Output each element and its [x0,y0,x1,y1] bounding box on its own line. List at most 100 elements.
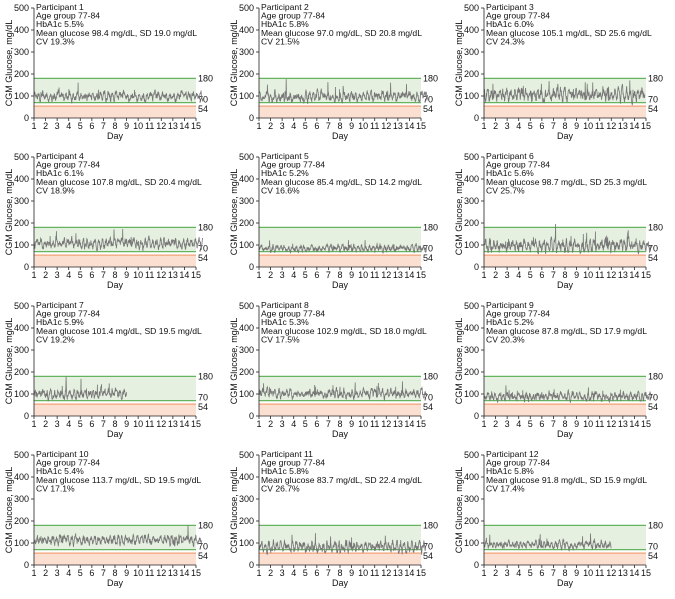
hypo-range-band [34,106,196,118]
ref-label-180: 180 [423,520,438,530]
y-tick-label: 100 [464,538,479,548]
x-tick-label: 6 [89,121,94,131]
mean-sd-label: Mean glucose 98.4 mg/dL, SD 19.0 mg/dL [36,28,197,38]
x-tick-label: 1 [481,121,486,131]
participant-label: Participant 6 [486,151,534,161]
y-tick-label: 200 [464,69,479,79]
participant-label: Participant 12 [486,449,539,459]
x-tick-label: 13 [393,121,403,131]
x-tick-label: 10 [583,568,593,578]
cv-label: CV 19.2% [36,334,75,344]
target-range-band [259,525,421,550]
participant-label: Participant 11 [261,449,313,459]
x-tick-label: 13 [168,121,178,131]
y-tick-label: 300 [239,345,254,355]
x-tick-label: 9 [349,270,354,280]
ref-label-70: 70 [648,542,658,552]
glucose-trace [258,240,428,254]
y-tick-label: 500 [239,3,254,13]
panel-participant-4: 180 70 54 0 100 200 300 400 500 1 2 3 4 5 6 7 8 9 10 11 12 13… [0,149,225,301]
x-tick-label: 7 [101,270,106,280]
x-tick-label: 1 [31,121,36,131]
x-tick-label: 3 [505,270,510,280]
mean-sd-label: Mean glucose 97.0 mg/dL, SD 20.8 mg/dL [261,28,422,38]
x-tick-label: 9 [349,121,354,131]
x-tick-label: 13 [618,270,628,280]
x-tick-label: 11 [595,121,604,131]
y-tick-label: 200 [14,218,29,228]
y-tick-label: 100 [14,538,29,548]
x-tick-label: 2 [268,419,273,429]
x-tick-label: 5 [528,419,533,429]
y-tick-label: 0 [24,262,29,272]
x-tick-label: 6 [539,419,544,429]
x-tick-label: 11 [370,568,379,578]
x-tick-label: 6 [89,568,94,578]
x-tick-label: 14 [629,121,639,131]
x-tick-label: 9 [574,568,579,578]
x-tick-label: 11 [370,419,379,429]
y-tick-label: 0 [249,262,254,272]
x-tick-label: 7 [101,121,106,131]
x-tick-label: 14 [179,568,189,578]
hypo-range-band [259,106,421,118]
x-tick-label: 3 [505,121,510,131]
x-tick-label: 8 [337,270,342,280]
y-axis-title: CGM Glucose, mg/dL [4,169,14,256]
y-axis-title: CGM Glucose, mg/dL [229,169,239,256]
y-tick-label: 100 [239,389,254,399]
x-tick-label: 8 [112,419,117,429]
hypo-range-band [34,553,196,565]
y-tick-label: 500 [239,450,254,460]
y-tick-label: 100 [14,91,29,101]
y-tick-label: 400 [464,323,479,333]
age-group-label: Age group 77-84 [486,160,550,170]
x-tick-label: 12 [606,568,616,578]
participant-label: Participant 4 [36,151,84,161]
x-tick-label: 3 [280,270,285,280]
panel-participant-10: 180 70 54 0 100 200 300 400 500 1 2 3 4 5 6 7 8 9 10 11 12 13… [0,447,225,599]
y-tick-label: 300 [239,494,254,504]
x-tick-label: 13 [168,568,178,578]
y-tick-label: 0 [249,113,254,123]
y-axis-title: CGM Glucose, mg/dL [4,318,14,405]
participant-label: Participant 1 [36,2,84,12]
ref-label-180: 180 [198,520,213,530]
x-axis-title: Day [557,578,574,588]
x-tick-label: 10 [583,121,593,131]
x-tick-label: 8 [112,121,117,131]
x-axis-title: Day [332,131,349,141]
y-tick-label: 200 [239,516,254,526]
cv-label: CV 24.3% [486,36,525,46]
x-tick-label: 3 [55,419,60,429]
x-tick-label: 15 [191,121,201,131]
y-tick-label: 400 [239,174,254,184]
x-tick-label: 14 [404,121,414,131]
x-tick-label: 15 [191,419,201,429]
y-tick-label: 100 [464,240,479,250]
x-tick-label: 3 [280,568,285,578]
x-tick-label: 12 [156,568,166,578]
age-group-label: Age group 77-84 [486,11,550,21]
age-group-label: Age group 77-84 [36,11,100,21]
x-axis-title: Day [557,280,574,290]
ref-label-70: 70 [423,542,433,552]
x-tick-label: 12 [381,419,391,429]
cv-label: CV 21.5% [261,36,300,46]
glucose-trace [258,381,428,402]
age-group-label: Age group 77-84 [261,11,325,21]
x-tick-label: 13 [618,419,628,429]
x-tick-label: 14 [179,419,189,429]
x-tick-label: 15 [641,121,651,131]
cv-label: CV 18.9% [36,185,75,195]
x-tick-label: 2 [268,270,273,280]
x-axis-title: Day [107,429,124,439]
x-tick-label: 4 [66,121,71,131]
x-tick-label: 15 [416,419,426,429]
y-tick-label: 100 [464,91,479,101]
x-tick-label: 10 [133,270,143,280]
